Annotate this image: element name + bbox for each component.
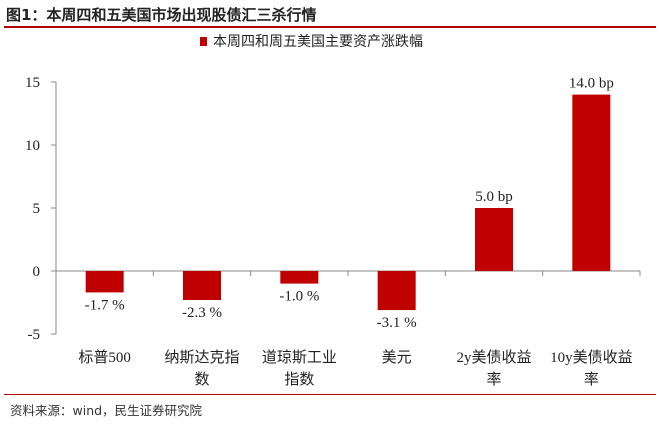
category-label: 率 [486,371,501,388]
category-label: 道琼斯工业 [262,349,337,366]
data-label: -3.1 % [377,315,417,331]
category-label: 数 [194,371,209,388]
data-label: -1.0 % [279,289,319,305]
data-label: 14.0 bp [569,76,614,92]
title-rule [4,26,656,28]
y-tick-label: 10 [25,138,40,154]
data-label: -1.7 % [85,297,125,313]
bar [280,271,319,284]
y-tick-label: 5 [33,201,41,217]
legend-label: 本周四和周五美国主要资产涨跌幅 [213,34,423,50]
bar [183,271,221,300]
category-label: 纳斯达克指 [164,349,239,366]
y-tick-label: 0 [33,264,41,280]
figure-title: 图1：本周四和五美国市场出现股债汇三杀行情 [6,6,317,24]
bar [377,271,416,311]
legend-swatch [200,37,207,46]
bar [475,208,513,271]
category-label: 2y美债收益 [456,349,531,366]
bar [572,94,611,271]
data-label: 5.0 bp [475,189,513,205]
category-label: 率 [584,371,599,388]
bar [85,271,124,293]
category-label: 标普500 [78,349,131,366]
y-tick-label: -5 [28,327,41,343]
category-label: 指数 [284,371,314,388]
source-note: 资料来源：wind，民生证券研究院 [10,403,203,418]
category-label: 美元 [382,349,412,366]
data-label: -2.3 % [182,305,222,321]
category-label: 10y美债收益 [550,349,633,366]
y-tick-label: 15 [25,75,40,91]
bottom-rule [4,394,656,395]
